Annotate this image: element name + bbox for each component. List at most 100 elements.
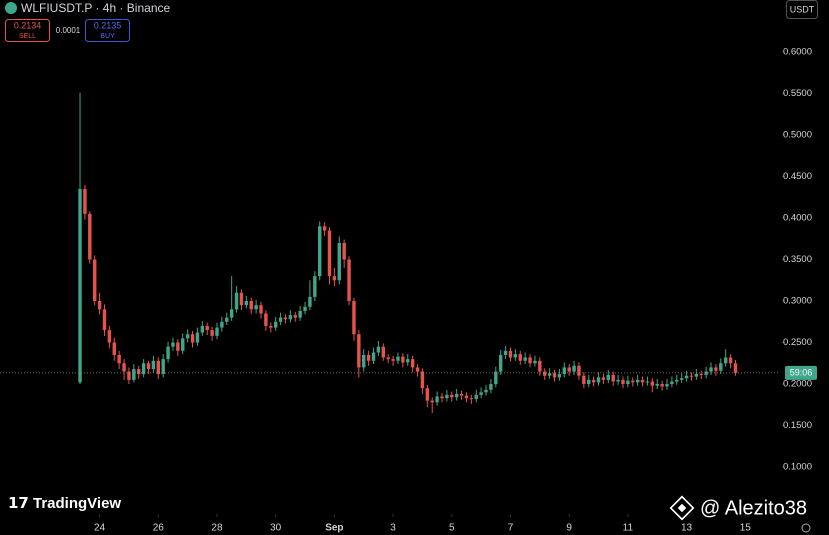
candle-body <box>543 371 547 376</box>
candle-body <box>640 379 645 383</box>
candle-body <box>435 396 439 403</box>
candle-body <box>337 242 341 281</box>
candle-body <box>621 379 625 385</box>
y-tick-label: 0.5500 <box>783 88 812 99</box>
candle-body <box>723 357 728 364</box>
candle-body <box>78 188 82 383</box>
candle-body <box>591 379 596 383</box>
candle-body <box>122 363 126 372</box>
symbol-title: WLFIUSDT.P · 4h · Binance <box>21 1 170 15</box>
candle-body <box>728 357 733 364</box>
brand-logo: 𝟭𝟳 <box>8 495 29 512</box>
candle-body <box>288 315 293 320</box>
candle-body <box>171 342 175 347</box>
candle-body <box>264 313 268 326</box>
candle-body <box>327 230 332 277</box>
candle-body <box>410 359 415 368</box>
binance-logo <box>669 495 695 521</box>
candle-body <box>362 354 366 368</box>
candle-body <box>381 346 386 358</box>
candle-body <box>479 392 483 395</box>
candle-body <box>342 242 346 260</box>
candle-body <box>694 374 699 377</box>
candle-body <box>112 342 116 355</box>
candle-body <box>273 321 278 328</box>
candle-body <box>190 334 195 343</box>
watermark: @ Alezito38 <box>700 497 807 519</box>
sell-button[interactable] <box>5 19 50 42</box>
candle-body <box>254 305 258 310</box>
candle-body <box>239 292 244 306</box>
header: WLFIUSDT.P · 4h · Binance 0.2134 SELL 0.… <box>5 0 818 42</box>
buy-label: BUY <box>100 33 115 40</box>
x-tick-label: 26 <box>153 523 165 534</box>
candle-body <box>513 354 518 358</box>
candle-body <box>137 369 141 375</box>
candle-body <box>151 360 156 370</box>
candle-body <box>714 367 718 371</box>
candle-body <box>225 317 229 322</box>
candle-body <box>587 379 591 385</box>
countdown: 59:06 <box>790 367 813 377</box>
candle-body <box>469 398 474 400</box>
y-tick-label: 0.6000 <box>783 47 812 58</box>
candle-body <box>303 306 307 311</box>
candle-body <box>655 384 659 386</box>
candle-body <box>675 379 679 382</box>
candle-body <box>371 352 376 361</box>
y-tick-label: 0.2000 <box>783 379 812 390</box>
candle-body <box>156 360 161 375</box>
sell-price: 0.2134 <box>14 20 42 30</box>
plot: 0.1000 0.1500 0.2000 0.2500 0.3000 0.3500 0.40… <box>0 47 817 534</box>
x-tick-label: 30 <box>270 523 282 534</box>
candle-body <box>582 375 586 385</box>
candle-body <box>210 330 214 336</box>
candle-body <box>450 394 454 398</box>
candle-body <box>733 363 738 373</box>
candle-body <box>547 373 552 376</box>
candle-body <box>195 332 200 343</box>
y-tick-label: 0.4000 <box>783 213 812 224</box>
candle-body <box>146 363 151 370</box>
candle-body <box>719 363 723 371</box>
candle-body <box>577 365 581 376</box>
candle-body <box>523 357 527 361</box>
candle-body <box>518 354 522 361</box>
currency-button[interactable] <box>786 0 818 19</box>
settings-icon[interactable] <box>801 523 811 533</box>
candle-body <box>205 325 209 331</box>
candle-body <box>611 374 615 382</box>
candle-body <box>298 310 302 318</box>
buy-button[interactable] <box>85 19 130 42</box>
candle-body <box>709 367 713 372</box>
candle-body <box>107 330 112 343</box>
countdown-box <box>785 365 817 380</box>
y-tick-label: 0.3500 <box>783 254 812 265</box>
candle-body <box>508 350 513 358</box>
y-tick-label: 0.2500 <box>783 337 812 348</box>
buy-price: 0.2135 <box>94 20 122 30</box>
candle-body <box>464 395 469 399</box>
candle-body <box>606 374 611 380</box>
candle-body <box>185 334 190 339</box>
candle-body <box>347 259 351 302</box>
candle-body <box>454 393 459 398</box>
candle-body <box>181 338 185 351</box>
candle-body <box>161 359 165 375</box>
candle-body <box>401 356 405 363</box>
candle-body <box>459 393 464 396</box>
candle-body <box>616 379 620 382</box>
candle-body <box>420 371 425 389</box>
candle-body <box>425 388 430 401</box>
candle-body <box>626 380 630 385</box>
candle-body <box>567 367 571 372</box>
candle-body <box>117 354 121 364</box>
candle-body <box>670 381 674 385</box>
candle-body <box>269 325 273 328</box>
candle-body <box>352 301 356 335</box>
candle-body <box>445 394 449 399</box>
candle-body <box>141 363 146 375</box>
candle-body <box>132 369 136 380</box>
candle-body <box>689 375 694 377</box>
